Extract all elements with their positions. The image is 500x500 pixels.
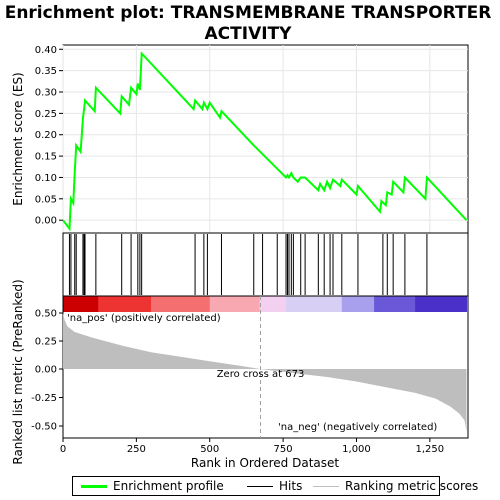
metric-tick-label: 0.00 [35,365,57,376]
chart-title-line-2: ACTIVITY [205,24,293,44]
x-tick-label: 1,000 [342,444,371,455]
es-tick-label: 0.20 [35,130,57,141]
es-tick-label: 0.30 [35,88,57,99]
hits-panel-frame [62,232,469,297]
es-tick-label: 0.05 [35,194,57,205]
legend-metric-swatch [313,486,339,487]
x-axis: 0 250 500 750 1,000 1,250 [60,438,444,455]
heatmap-segment [98,296,152,312]
enrichment-profile-line [62,51,468,232]
metric-y-axis-label: Ranked list metric (PreRanked) [11,279,25,464]
heatmap-segment [151,296,211,312]
x-tick-label: 0 [60,444,66,455]
es-tick-label: 0.25 [35,109,57,120]
heatmap-segment [286,296,343,312]
legend-enrichment-label: Enrichment profile [113,479,224,493]
heatmap-segment [415,296,468,312]
heatmap-segment [209,296,261,312]
es-tick-label: 0.00 [35,216,57,227]
legend-hits-label: Hits [279,479,303,493]
x-tick-label: 750 [274,444,293,455]
es-y-axis: 0.00 0.05 0.10 0.15 0.20 0.25 0.30 0.35 0.40 [35,45,63,227]
x-tick-label: 1,250 [416,444,445,455]
negative-correlation-label: 'na_neg' (negatively correlated) [278,422,437,433]
heatmap-segment [341,296,375,312]
x-tick-label: 500 [200,444,219,455]
metric-tick-label: 0.50 [35,309,57,320]
legend-enrichment-swatch [81,485,107,488]
legend-metric-label: Ranking metric scores [345,479,479,493]
heatmap-segment [259,296,287,312]
heatmap-segment [374,296,416,312]
metric-tick-label: -0.25 [31,393,57,404]
es-panel-frame [62,44,469,234]
es-tick-label: 0.15 [35,152,57,163]
hits-marks [68,234,428,295]
metric-tick-label: -0.50 [31,422,57,433]
es-gridlines [62,45,468,233]
chart-title-line-1: Enrichment plot: TRANSMEMBRANE TRANSPORT… [5,3,492,23]
heatmap-segment [63,296,99,312]
es-tick-label: 0.35 [35,66,57,77]
positive-correlation-label: 'na_pos' (positively correlated) [67,313,221,324]
es-y-axis-label: Enrichment score (ES) [11,72,25,205]
es-tick-label: 0.40 [35,45,57,56]
x-axis-label: Rank in Ordered Dataset [191,456,339,470]
rank-heatmap-strip [63,296,468,312]
ranking-metric-area [63,313,467,432]
legend: Enrichment profile Hits Ranking metric s… [72,476,478,496]
es-tick-label: 0.10 [35,173,57,184]
zero-cross-label: Zero cross at 673 [217,369,305,380]
metric-tick-label: 0.25 [35,337,57,348]
x-tick-label: 250 [127,444,146,455]
legend-hits-swatch [247,486,273,487]
metric-y-axis: 0.50 0.25 0.00 -0.25 -0.50 [31,309,63,433]
